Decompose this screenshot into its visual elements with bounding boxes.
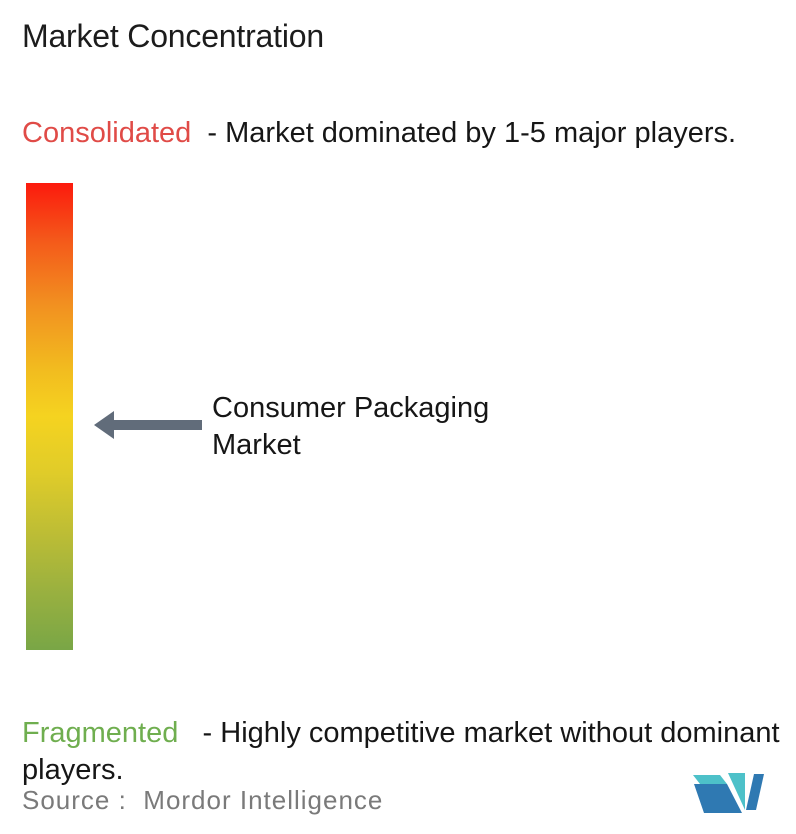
- logo-blue-right-stroke: [746, 774, 764, 810]
- logo-teal-triangle: [728, 773, 745, 810]
- market-annotation-label: Consumer Packaging Market: [212, 392, 490, 461]
- consolidated-description: - Market dominated by 1-5 major players.: [191, 117, 737, 149]
- market-position-arrow-icon: [94, 411, 202, 439]
- mordor-intelligence-logo: [693, 773, 764, 813]
- logo-teal-top-bar: [693, 775, 727, 784]
- arrow-left-shape: [94, 411, 202, 439]
- source-label: Source : Mordor Intelligence: [22, 783, 383, 817]
- fragmented-note: Fragmented - Highly competitive market w…: [22, 715, 796, 789]
- fragmented-term: Fragmented: [22, 717, 179, 749]
- source-prefix: Source :: [22, 785, 144, 815]
- consolidated-note: Consolidated - Market dominated by 1-5 m…: [22, 115, 767, 152]
- page-title: Market Concentration: [22, 18, 324, 54]
- fragmented-description: - Highly competitive market without domi…: [22, 717, 788, 786]
- source-name: Mordor Intelligence: [143, 785, 384, 815]
- consolidated-term: Consolidated: [22, 117, 192, 149]
- concentration-gradient-bar: [26, 183, 73, 650]
- logo-blue-diagonal-band: [694, 784, 742, 813]
